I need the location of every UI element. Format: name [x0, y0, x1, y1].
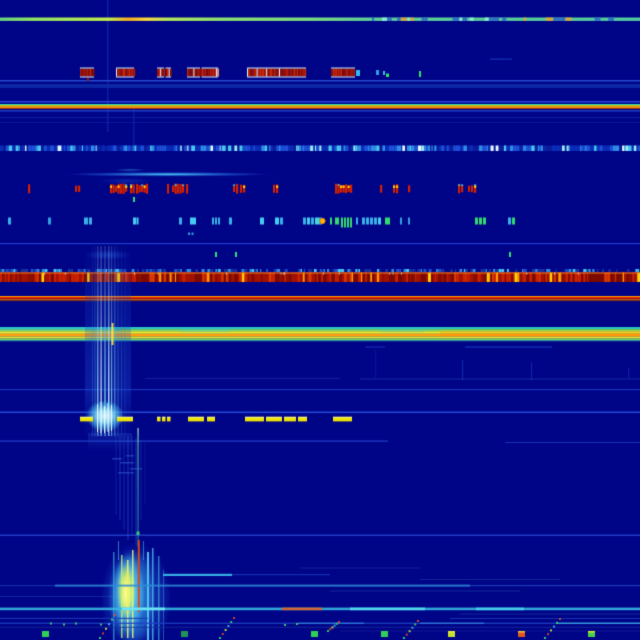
spectrogram-canvas: [0, 0, 640, 640]
spectrogram: [0, 0, 640, 640]
